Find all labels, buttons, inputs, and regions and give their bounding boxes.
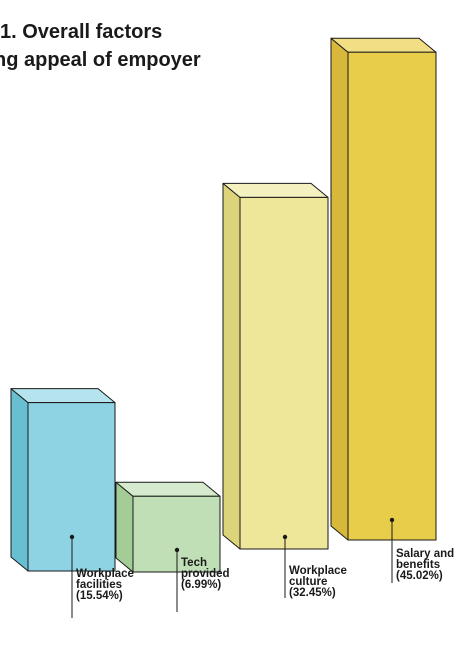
bar-group-2: Tech provided (6.99%) (115, 481, 230, 612)
bar-label-4-line-2: benefits (396, 559, 440, 571)
bar-label-4-line-3: (45.02%) (396, 570, 443, 582)
bar-side-3 (222, 182, 241, 550)
chart-title-line-2: ng appeal of empoyer (0, 49, 201, 71)
bar-label-2-line-3: (6.99%) (181, 579, 221, 591)
bar-1 (27, 402, 116, 572)
bar-leader-dot-1 (69, 534, 75, 540)
bar-label-1-line-1: Workplace (76, 568, 134, 580)
bar-label-1-line-3: (15.54%) (76, 590, 123, 602)
bar-leader-dot-4 (389, 517, 395, 523)
bar-group-4: Salary and benefits (45.02%) (330, 37, 454, 583)
bar-group-3: Workplace culture (32.45%) (222, 182, 347, 599)
bar-4 (347, 51, 437, 541)
bar-top-1 (10, 388, 116, 404)
bar-label-1: Workplace facilities (15.54%) (76, 568, 134, 602)
chart-title-line-1: 1. Overall factors (0, 21, 163, 43)
bar-label-3-line-1: Workplace (289, 565, 347, 577)
bar-label-2-line-2: provided (181, 568, 230, 580)
bar-label-2: Tech provided (6.99%) (181, 557, 230, 591)
bar-label-3-line-3: (32.45%) (289, 587, 336, 599)
bar-label-1-line-2: facilities (76, 579, 122, 591)
bar-label-2-line-1: Tech (181, 557, 207, 569)
bar-3 (239, 196, 329, 550)
bar-leader-dot-2 (174, 547, 180, 553)
bar-side-4 (330, 37, 349, 541)
bar-top-4 (330, 37, 437, 53)
bar-label-3: Workplace culture (32.45%) (289, 565, 347, 599)
bar-side-2 (115, 481, 134, 573)
bar-side-1 (10, 388, 29, 572)
bar-label-4-line-1: Salary and (396, 548, 454, 560)
bar-leader-dot-3 (282, 534, 288, 540)
bar-label-3-line-2: culture (289, 576, 327, 588)
bar-top-3 (222, 182, 329, 198)
bar-group-1: Workplace facilities (15.54%) (10, 388, 134, 618)
bar-top-2 (115, 481, 221, 497)
bar-label-4: Salary and benefits (45.02%) (396, 548, 454, 582)
